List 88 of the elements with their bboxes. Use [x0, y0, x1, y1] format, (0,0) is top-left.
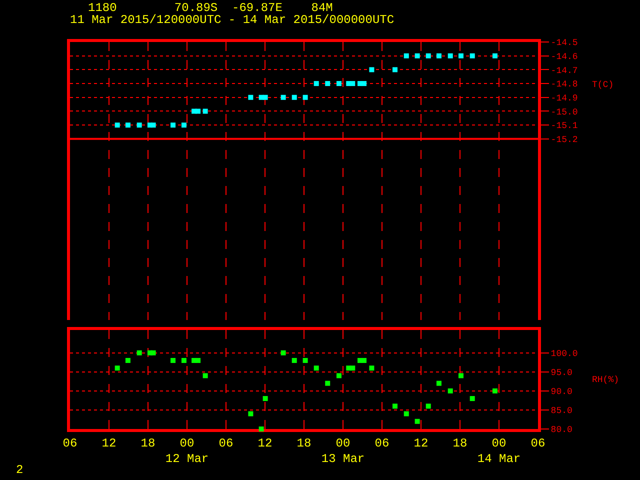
point — [181, 122, 186, 128]
point — [170, 358, 176, 363]
point — [325, 380, 330, 386]
point — [125, 122, 130, 128]
x-tick-label: 12 — [258, 436, 272, 450]
point — [470, 396, 475, 402]
point — [292, 358, 297, 363]
point — [202, 108, 208, 114]
point — [248, 94, 254, 100]
point — [280, 350, 286, 356]
y-tick-label: -15.2 — [550, 135, 578, 146]
y-tick-label: 95.0 — [550, 368, 572, 378]
point — [314, 81, 319, 86]
point — [350, 366, 356, 371]
point — [458, 53, 464, 58]
point — [470, 53, 475, 58]
point — [202, 373, 208, 378]
point — [392, 404, 398, 409]
point — [125, 358, 130, 363]
x-tick-label: 00 12 Mar — [165, 436, 209, 466]
point — [426, 53, 431, 58]
point — [325, 81, 330, 86]
chart-title: 1180 70.89S -69.87E 84M — [88, 1, 333, 15]
point — [404, 411, 409, 416]
point — [114, 122, 120, 128]
y-tick-label: -14.5 — [550, 38, 578, 48]
y-tick-label: -14.7 — [550, 66, 578, 76]
y-axis-title: T(C) — [592, 80, 614, 90]
point — [448, 388, 453, 394]
x-tick-label: 00 13 Mar — [321, 436, 365, 466]
point — [292, 94, 297, 100]
x-tick-label: 12 — [414, 436, 428, 450]
point — [150, 350, 156, 356]
point — [458, 373, 464, 378]
y-tick-label: -15.0 — [550, 107, 578, 118]
y-tick-label: 80.0 — [550, 425, 572, 436]
point — [448, 53, 453, 58]
x-tick-label: 00 14 Mar — [477, 436, 521, 466]
x-tick-label: 06 — [62, 436, 78, 450]
point — [150, 122, 156, 128]
point — [369, 67, 374, 72]
y-tick-label: -14.8 — [550, 80, 578, 90]
y-tick-label: -14.9 — [550, 94, 578, 104]
point — [248, 411, 254, 416]
text: 2 — [16, 463, 24, 477]
x-tick-label: 06 — [374, 436, 390, 450]
point — [336, 373, 342, 378]
point — [492, 53, 498, 58]
chart-subtitle: 11 Mar 2015/120000UTC - 14 Mar 2015/000000UTC — [70, 13, 394, 27]
point — [404, 53, 409, 58]
point — [181, 358, 186, 363]
point — [369, 366, 374, 371]
point — [302, 358, 308, 363]
point — [492, 388, 498, 394]
point — [336, 81, 342, 86]
point — [136, 350, 142, 356]
point — [196, 358, 201, 363]
y-tick-label: 100.0 — [550, 349, 578, 359]
x-tick-label: 18 — [140, 436, 156, 450]
y-tick-label: 90.0 — [550, 387, 572, 398]
x-tick-label: 18 — [452, 436, 468, 450]
point — [314, 366, 319, 371]
point — [362, 358, 367, 363]
x-tick-label: 12 — [102, 436, 116, 450]
point — [262, 396, 268, 402]
point — [436, 53, 442, 58]
point — [258, 426, 264, 432]
y-axis-title: RH(%) — [592, 375, 620, 385]
point — [350, 81, 356, 86]
point — [426, 404, 431, 409]
point — [414, 418, 420, 424]
point — [170, 122, 176, 128]
x-tick-label: 06 — [218, 436, 234, 450]
x-tick-label: 18 — [296, 436, 312, 450]
point — [302, 94, 308, 100]
point — [362, 81, 367, 86]
point — [136, 122, 142, 128]
y-tick-label: -15.1 — [550, 121, 578, 132]
point — [392, 67, 398, 72]
point — [280, 94, 286, 100]
point — [436, 380, 442, 386]
y-tick-label: -14.6 — [550, 52, 578, 62]
x-tick-label: 06 — [530, 436, 546, 450]
y-tick-label: 85.0 — [550, 406, 572, 416]
point — [262, 94, 268, 100]
point — [414, 53, 420, 58]
point — [114, 366, 120, 371]
point — [196, 108, 201, 114]
